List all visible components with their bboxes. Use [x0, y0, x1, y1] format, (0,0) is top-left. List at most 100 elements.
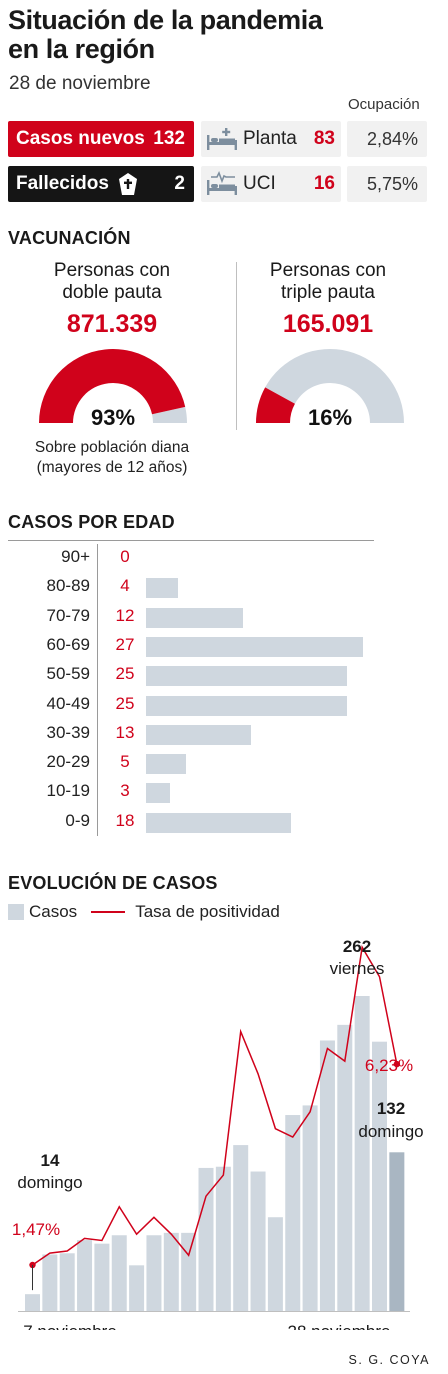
- legend-label-positivity: Tasa de positividad: [135, 902, 280, 921]
- age-bar: [146, 607, 243, 628]
- vaccination-note: Sobre población diana (mayores de 12 año…: [12, 438, 212, 478]
- annotation-last-rate: 6,23%: [365, 1056, 413, 1075]
- age-value-label: 12: [115, 605, 135, 625]
- annotation-first-label: domingo: [17, 1173, 82, 1192]
- annotation-first-rate: 1,47%: [12, 1220, 60, 1239]
- cases-bar: [285, 1115, 301, 1311]
- positivity-line: [32, 944, 398, 1266]
- triple-dose-gauge-filled-arc: [256, 387, 295, 423]
- positivity-point: [29, 1261, 36, 1269]
- age-bar: [146, 783, 171, 804]
- cases-bar: [319, 1040, 335, 1311]
- triple-dose-label-line1: Personas con: [269, 260, 387, 281]
- vaccination-divider: [236, 262, 237, 430]
- cases-bar: [77, 1240, 93, 1311]
- new-cases-chip: Casos nuevos 132: [8, 121, 194, 157]
- occupancy-label: Ocupación: [348, 96, 420, 113]
- age-bar: [146, 695, 348, 716]
- ward-chip: Planta 83: [201, 121, 341, 157]
- age-value-label: 0: [120, 547, 130, 566]
- age-bar: [146, 636, 364, 657]
- cases-bar: [337, 1024, 353, 1311]
- age-category-label: 20-29: [46, 752, 90, 772]
- double-dose-label: Personas con doble pauta: [12, 260, 212, 304]
- icu-label: UCI: [243, 173, 276, 194]
- triple-dose-percent: 16%: [307, 405, 353, 430]
- deaths-chip: Fallecidos 2: [8, 166, 194, 202]
- annotation-last-label: domingo: [358, 1122, 423, 1141]
- age-category-label: 0-9: [65, 810, 90, 830]
- age-category-label: 70-79: [46, 605, 90, 625]
- evolution-chart: 14 domingo 262 viernes 132 domingo 1,47% 6,23% 7…: [12, 937, 424, 1330]
- age-bar: [146, 812, 291, 833]
- title-line-2: en la región: [8, 34, 155, 64]
- deaths-value: 2: [174, 173, 185, 194]
- credit: S. G. COYA: [348, 1353, 430, 1367]
- annotation-peak-value: 262: [343, 937, 371, 956]
- deaths-label: Fallecidos: [16, 173, 109, 194]
- cases-bar: [42, 1254, 58, 1311]
- cases-bar: [59, 1253, 75, 1311]
- new-cases-value: 132: [153, 128, 185, 149]
- double-dose-label-line1: Personas con: [53, 260, 171, 281]
- age-value-label: 13: [115, 722, 135, 742]
- age-chart-axis: [97, 544, 98, 836]
- age-value-label: 25: [115, 693, 135, 713]
- cases-bar: [233, 1145, 249, 1311]
- age-value-label: 4: [120, 576, 130, 596]
- cases-bar: [354, 996, 370, 1311]
- triple-dose-value: 165.091: [282, 310, 374, 338]
- icu-monitor-icon: [207, 171, 237, 195]
- evolution-legend: Casos Tasa de positividad: [8, 902, 280, 922]
- triple-dose-gauge: [256, 348, 404, 423]
- triple-dose-label: Personas con triple pauta: [228, 260, 428, 304]
- vaccination-note-line1: Sobre población diana: [34, 439, 190, 456]
- age-bar: [146, 724, 251, 745]
- vaccination-title: VACUNACIÓN: [8, 228, 131, 248]
- icu-occupancy: 5,75%: [347, 166, 427, 202]
- cases-bar: [181, 1232, 197, 1311]
- double-dose-label-line2: doble pauta: [62, 282, 162, 303]
- triple-dose-gauge-remaining-arc: [265, 348, 404, 423]
- cases-bar: [94, 1243, 110, 1311]
- annotation-last-value: 132: [377, 1099, 405, 1118]
- legend-swatch-positivity: [91, 911, 126, 913]
- ward-label: Planta: [243, 128, 297, 149]
- age-bar: [146, 666, 348, 687]
- double-dose-gauge: [39, 349, 187, 423]
- cases-bar: [111, 1235, 127, 1311]
- age-value-label: 3: [120, 781, 130, 801]
- evolution-chart-title: EVOLUCIÓN DE CASOS: [8, 873, 218, 893]
- x-axis-start-label: 7 noviembre: [23, 1322, 117, 1330]
- age-category-label: 50-59: [46, 664, 90, 684]
- double-dose-gauge-filled-arc: [39, 349, 186, 423]
- hospital-bed-icon: [207, 128, 237, 150]
- age-category-label: 60-69: [46, 634, 90, 654]
- age-chart-rule: [8, 540, 374, 541]
- age-category-label: 30-39: [46, 722, 90, 742]
- triple-dose-label-line2: triple pauta: [280, 282, 375, 303]
- ward-value: 83: [313, 128, 335, 149]
- age-bar: [146, 578, 179, 599]
- age-value-label: 27: [115, 634, 135, 654]
- vaccination-note-line2: (mayores de 12 años): [36, 459, 188, 476]
- title-line-1: Situación de la pandemia: [8, 5, 323, 35]
- age-chart-title: CASOS POR EDAD: [8, 512, 175, 532]
- age-value-label: 25: [115, 664, 135, 684]
- cases-bar: [389, 1152, 405, 1311]
- double-dose-gauge-remaining-arc: [152, 406, 187, 423]
- ward-occupancy: 2,84%: [347, 121, 427, 157]
- age-category-label: 80-89: [46, 576, 90, 596]
- report-date: 28 de noviembre: [9, 73, 151, 94]
- age-value-label: 18: [115, 810, 135, 830]
- icu-value: 16: [313, 173, 335, 194]
- double-dose-percent: 93%: [90, 405, 136, 430]
- cases-bar: [129, 1265, 145, 1311]
- icu-chip: UCI 16: [201, 166, 341, 202]
- cases-bar: [267, 1217, 283, 1311]
- new-cases-label: Casos nuevos: [16, 128, 145, 149]
- cases-bar: [25, 1294, 40, 1311]
- legend-label-cases: Casos: [29, 902, 78, 921]
- double-dose-value: 871.339: [66, 310, 158, 338]
- page-title: Situación de la pandemia en la región: [8, 5, 323, 64]
